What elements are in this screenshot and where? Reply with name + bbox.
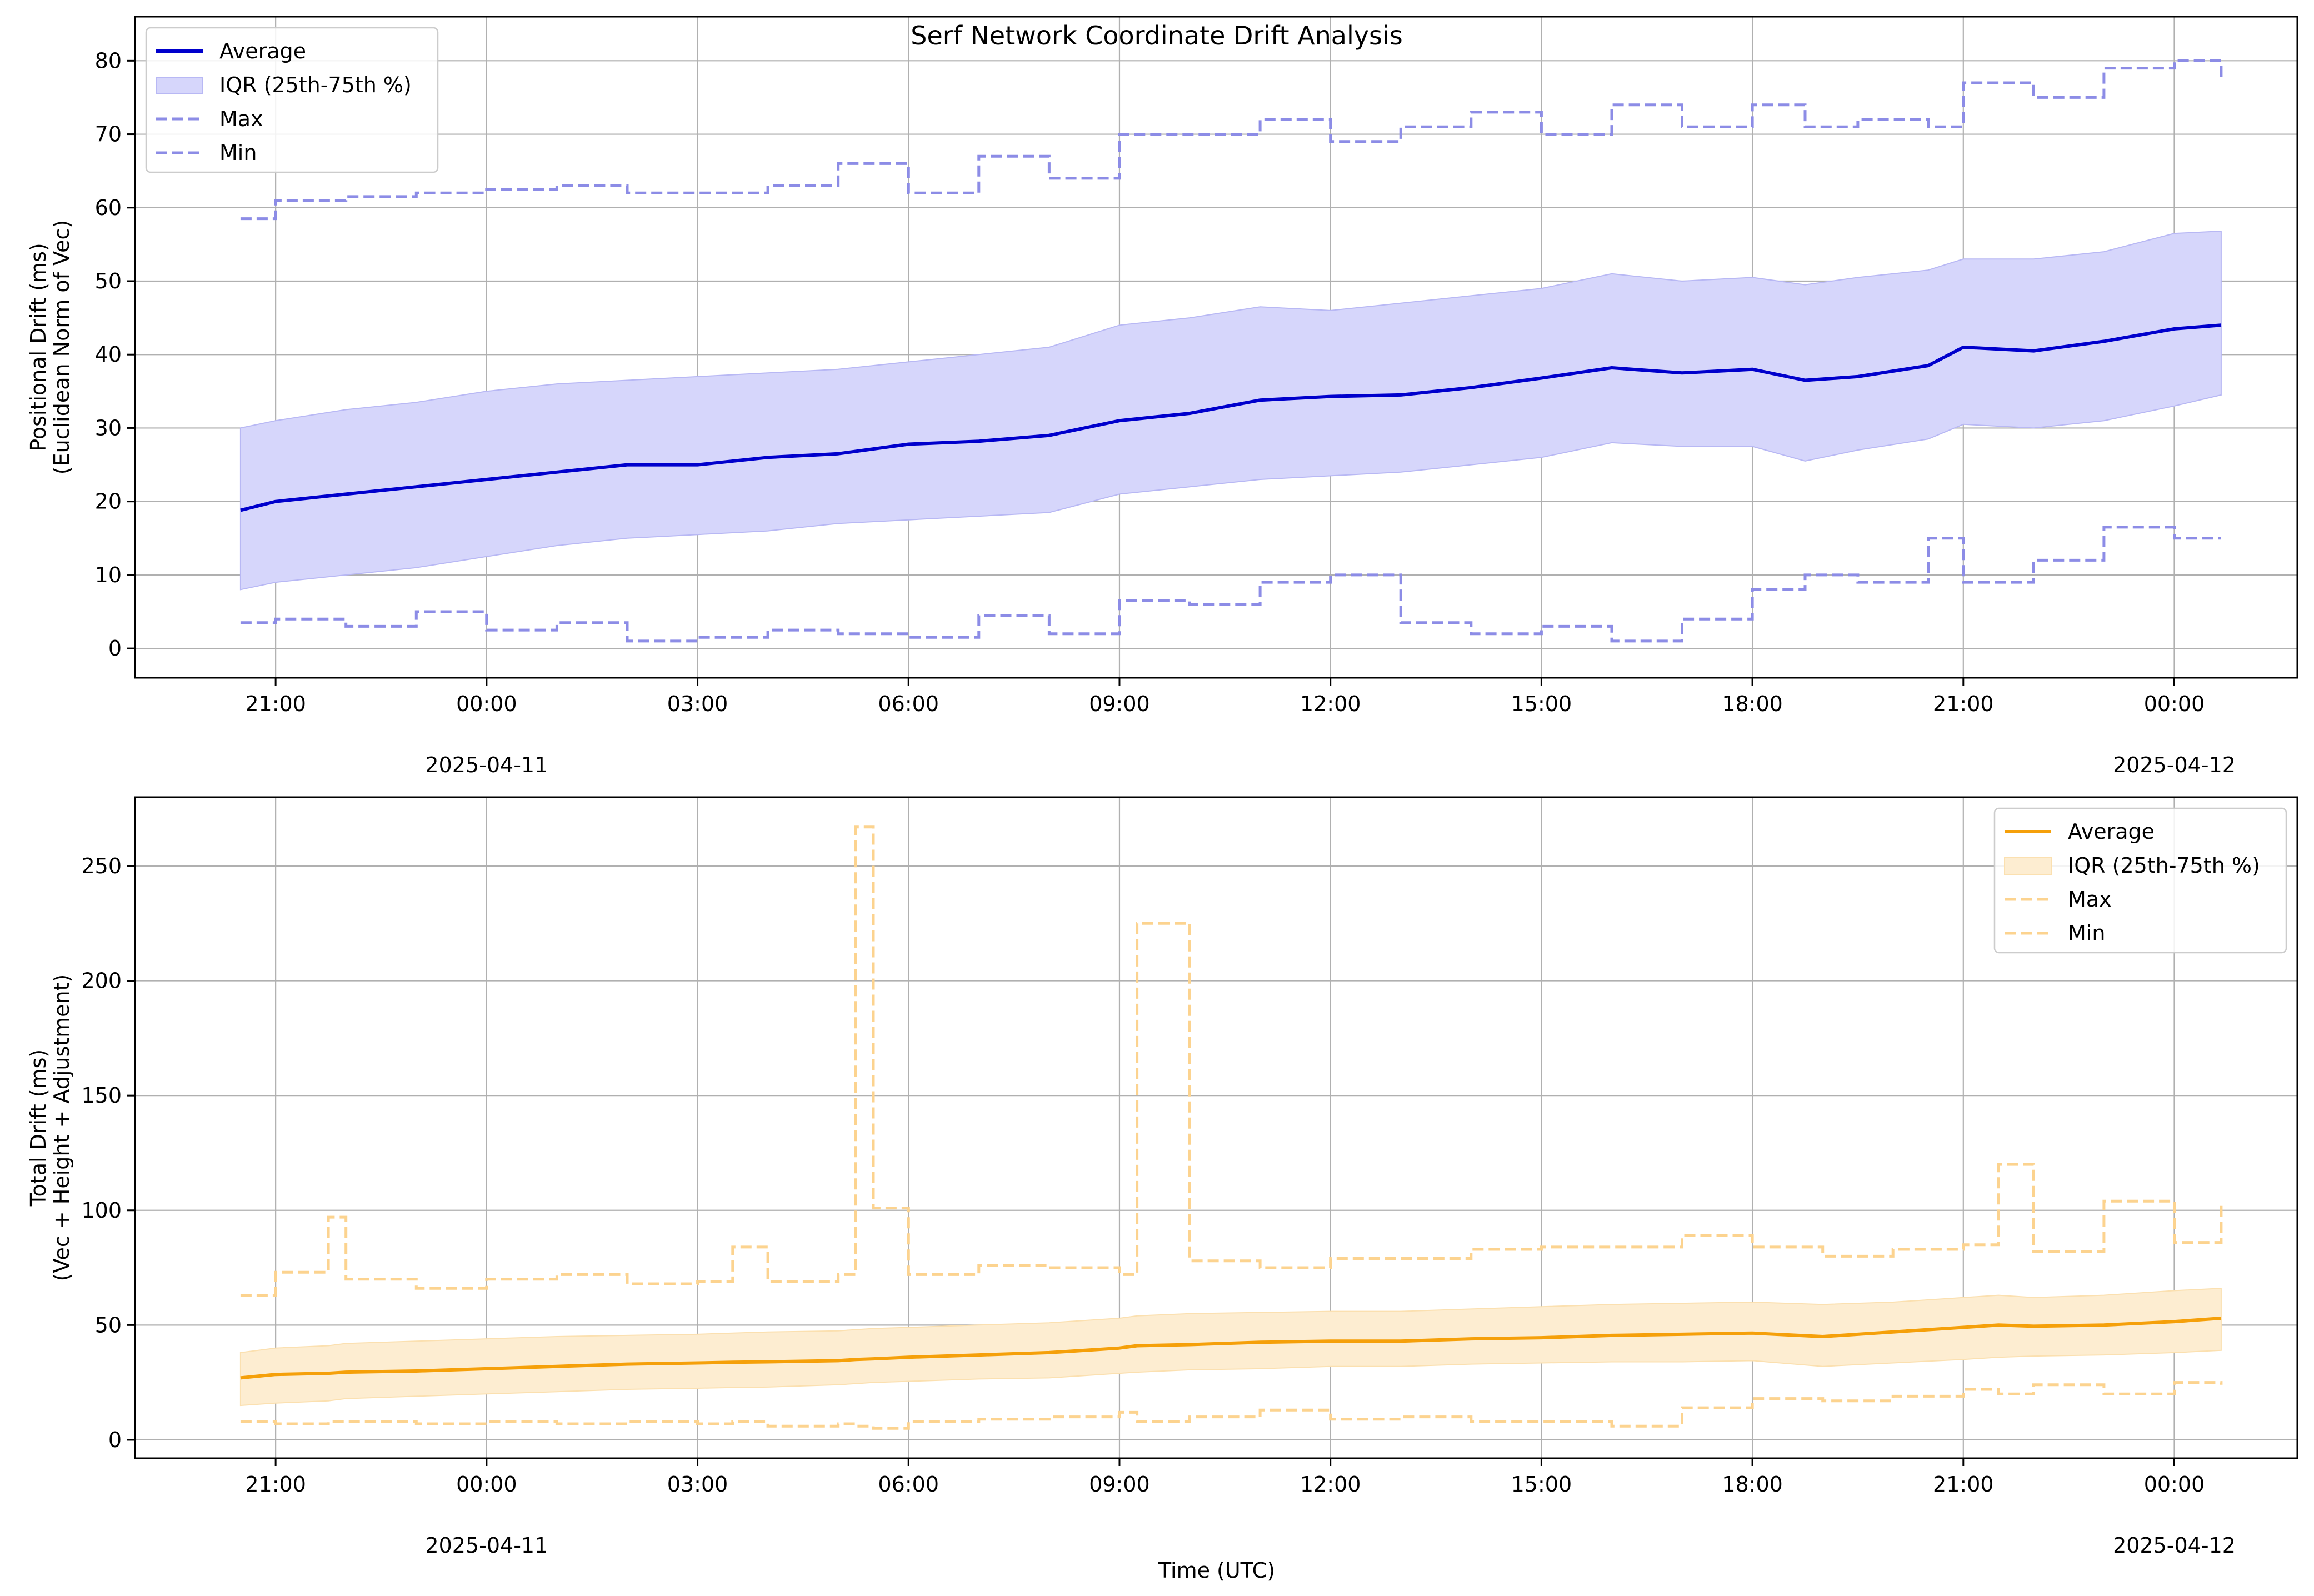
x-axis-label: Time (UTC)	[1158, 1558, 1275, 1583]
x-tick-date-label: 2025-04-12	[2113, 1533, 2236, 1558]
legend-label-avg: Average	[219, 39, 306, 63]
total-drift-subplot: 0 50 100 150 200 250 21:00 00:00 2025-04-11 03:00…	[26, 796, 2298, 1558]
y-tick-label: 200	[81, 969, 122, 993]
legend-box	[145, 27, 439, 173]
x-tick-label: 00:00	[2144, 1472, 2205, 1497]
legend: Average IQR (25th-75th %) Max Min	[1993, 807, 2287, 954]
x-tick-label: 00:00	[456, 1472, 517, 1497]
y-tick-label: 40	[95, 342, 122, 367]
x-tick-label: 03:00	[667, 692, 728, 716]
min-line	[240, 1381, 2223, 1430]
y-tick-label: 250	[81, 854, 122, 878]
x-tick-label: 21:00	[1933, 692, 1994, 716]
y-tick-label: 10	[95, 563, 122, 587]
x-tick-label: 18:00	[1722, 692, 1783, 716]
positional-drift-subplot: 0 10 20 30 40 50 60 70 80 21:00 00:00 2025-04-11 03:…	[26, 16, 2298, 777]
figure-title: Serf Network Coordinate Drift Analysis	[911, 21, 1402, 51]
x-tick-label: 12:00	[1300, 692, 1361, 716]
y-axis-label-sub: (Euclidean Norm of Vec)	[49, 220, 74, 474]
y-tick-label: 20	[95, 489, 122, 514]
legend-label-max: Max	[2068, 887, 2112, 912]
y-tick-label: 0	[108, 1428, 122, 1452]
x-tick-label: 06:00	[878, 692, 939, 716]
legend-box	[1993, 807, 2287, 954]
max-line	[240, 59, 2223, 221]
x-tick-label: 15:00	[1511, 692, 1572, 716]
axes-frame	[134, 796, 2298, 1459]
legend: Average IQR (25th-75th %) Max Min	[145, 27, 439, 173]
x-tick-date-label: 2025-04-11	[425, 753, 548, 777]
iqr-band	[239, 1288, 2222, 1407]
y-tick-label: 50	[95, 1313, 122, 1337]
x-tick-label: 15:00	[1511, 1472, 1572, 1497]
max-line	[240, 825, 2223, 1297]
x-tick-label: 00:00	[456, 692, 517, 716]
y-axis-label-sub: (Vec + Height + Adjustment)	[49, 974, 74, 1282]
y-tick-label: 150	[81, 1083, 122, 1108]
legend-label-iqr: IQR (25th-75th %)	[2068, 853, 2260, 878]
x-tick-label: 18:00	[1722, 1472, 1783, 1497]
legend-handle-iqr	[156, 77, 203, 94]
x-tick-label: 21:00	[245, 692, 306, 716]
iqr-band	[239, 231, 2222, 591]
y-tick-label: 0	[108, 636, 122, 661]
x-tick-label: 03:00	[667, 1472, 728, 1497]
y-tick-label: 70	[95, 122, 122, 147]
legend-label-min: Min	[219, 141, 257, 165]
x-tick-label: 00:00	[2144, 692, 2205, 716]
average-line	[240, 323, 2222, 512]
x-tick-label: 21:00	[245, 1472, 306, 1497]
y-axis-label: Total Drift (ms)	[26, 1049, 51, 1207]
average-line	[240, 1317, 2222, 1380]
x-tick-label: 06:00	[878, 1472, 939, 1497]
legend-label-avg: Average	[2068, 819, 2155, 844]
legend-label-min: Min	[2068, 921, 2105, 945]
y-tick-label: 30	[95, 416, 122, 440]
min-line	[240, 526, 2221, 643]
legend-label-max: Max	[219, 107, 263, 131]
y-tick-label: 80	[95, 48, 122, 73]
x-tick-date-label: 2025-04-12	[2113, 753, 2236, 777]
x-tick-label: 12:00	[1300, 1472, 1361, 1497]
legend-handle-iqr	[2004, 857, 2052, 875]
x-tick-label: 09:00	[1089, 692, 1150, 716]
axes-frame	[134, 16, 2298, 679]
x-tick-label: 21:00	[1933, 1472, 1994, 1497]
legend-label-iqr: IQR (25th-75th %)	[219, 73, 412, 97]
y-axis-label: Positional Drift (ms)	[26, 243, 51, 451]
y-tick-label: 100	[81, 1198, 122, 1223]
y-tick-label: 60	[95, 196, 122, 220]
y-tick-label: 50	[95, 269, 122, 293]
x-tick-date-label: 2025-04-11	[425, 1533, 548, 1558]
x-tick-label: 09:00	[1089, 1472, 1150, 1497]
